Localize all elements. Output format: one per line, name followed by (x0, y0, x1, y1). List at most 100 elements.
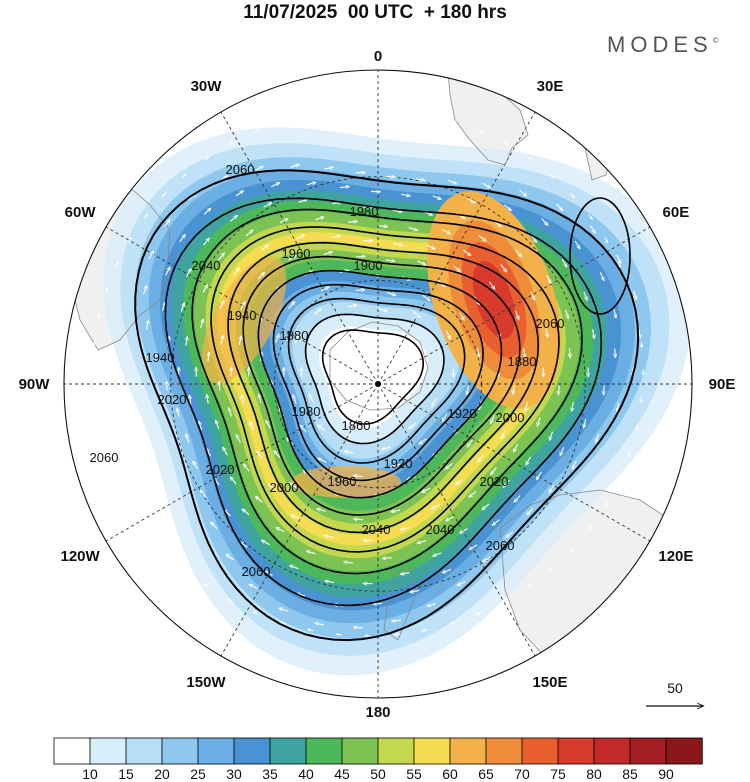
wind-vector (348, 221, 357, 222)
wind-vector (565, 309, 569, 319)
wind-vector (570, 192, 574, 198)
wind-vector (355, 290, 365, 291)
colorbar-swatch (161, 737, 199, 765)
wind-vector (393, 210, 402, 212)
wind-vector (432, 504, 440, 509)
colorbar-tick-label: 35 (262, 766, 278, 782)
contour-label: 1880 (508, 354, 537, 369)
wind-vector (253, 130, 259, 133)
wind-vector (279, 219, 288, 224)
meridian-line (377, 383, 536, 657)
contour-2060 (134, 169, 640, 642)
contour-label: 1960 (282, 246, 311, 261)
contour-high-60e (569, 197, 631, 315)
wind-vector (569, 348, 570, 357)
wind-vector (491, 467, 497, 475)
wind-vector (344, 562, 353, 563)
longitude-label-120E: 120E (658, 548, 693, 565)
wind-vector (142, 286, 146, 295)
wind-vector (378, 226, 388, 227)
wind-vector (422, 113, 428, 114)
wind-vector (274, 451, 281, 458)
contour-label: 2020 (158, 392, 187, 407)
wind-vector (331, 236, 340, 238)
wind-vector (228, 599, 234, 603)
wind-vector (180, 303, 184, 312)
wind-vector (546, 275, 551, 283)
wind-vector (599, 271, 604, 280)
longitude-label-90W: 90W (19, 376, 51, 393)
wind-vector (320, 287, 329, 292)
wind-vector (467, 439, 474, 447)
wind-vector (189, 395, 191, 405)
wind-vector (219, 382, 220, 391)
wind-vector (530, 234, 537, 242)
colorbar-swatch (53, 737, 91, 765)
map-boundary (63, 69, 693, 699)
wind-vector (257, 451, 263, 459)
wind-vector (525, 402, 527, 411)
wind-vector (340, 187, 349, 188)
colorbar-tick-label: 15 (118, 766, 134, 782)
wind-vector (298, 199, 307, 203)
jet-streak-south (291, 466, 401, 498)
wind-vector (446, 516, 454, 521)
wind-vector (290, 566, 299, 570)
wind-vector (515, 249, 522, 257)
colorbar-tick-label: 25 (190, 766, 206, 782)
wind-vector (427, 604, 436, 606)
wind-vector (280, 622, 287, 624)
colorbar-swatch (305, 737, 343, 765)
jet-core (472, 261, 516, 339)
wind-vector (193, 461, 198, 470)
wind-vector (163, 220, 170, 228)
wind-vector (106, 451, 108, 457)
wind-vector (449, 120, 456, 122)
contour-1940 (257, 269, 503, 499)
wind-vector (478, 234, 486, 241)
wind-vector (561, 258, 567, 267)
wind-vector (315, 217, 324, 221)
wind-vector (256, 497, 263, 503)
wind-vector (460, 528, 468, 534)
wind-vector (249, 584, 258, 589)
wind-vector (148, 251, 153, 260)
wind-vector (94, 341, 95, 348)
wind-vector (276, 528, 285, 533)
wind-vector (279, 608, 288, 612)
colorbar-tick-label: 80 (586, 766, 602, 782)
longitude-label-0: 0 (374, 48, 382, 65)
meridian-line (377, 111, 536, 385)
wind-vector (457, 581, 466, 586)
contour-1860 (321, 329, 425, 425)
wind-vector (456, 478, 464, 485)
longitude-label-150W: 150W (186, 674, 226, 691)
wind-vector (410, 590, 420, 592)
wind-vector (527, 583, 533, 588)
wind-vector (98, 424, 99, 430)
wind-vector (537, 417, 541, 426)
contour-label: 1940 (146, 350, 175, 365)
colorbar-tick-label: 65 (478, 766, 494, 782)
longitude-label-150E: 150E (532, 674, 567, 691)
wind-vector (482, 503, 490, 510)
wind-vector (549, 173, 554, 178)
wind-vector (641, 396, 642, 403)
contour-1880 (304, 313, 445, 445)
wind-vector (526, 456, 531, 465)
wind-vector (558, 385, 559, 395)
contour-label: 2040 (192, 258, 221, 273)
wind-vector (604, 385, 605, 395)
wind-vector (280, 120, 286, 122)
wind-vector (422, 487, 431, 492)
wind-vector (317, 509, 326, 512)
wind-vector (596, 433, 600, 443)
wind-vector (583, 291, 587, 300)
graticule (64, 70, 692, 698)
wind-vector (257, 273, 264, 280)
wind-vector (483, 556, 492, 562)
colorbar-tick-label: 55 (406, 766, 422, 782)
contour-label: 1960 (328, 474, 357, 489)
wind-vector (477, 611, 483, 614)
colorbar-tick-label: 40 (298, 766, 314, 782)
